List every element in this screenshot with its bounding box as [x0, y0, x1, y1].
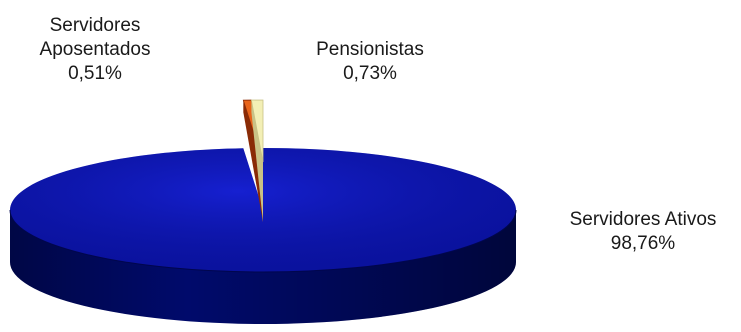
label-pensionistas: Pensionistas 0,73%: [290, 38, 450, 86]
slice-pensionistas-side: [251, 100, 263, 222]
label-pensionistas-name: Pensionistas: [316, 39, 424, 60]
pie-rim: [9, 209, 517, 273]
label-servidores-ativos-name: Servidores Ativos: [569, 209, 717, 230]
label-servidores-aposentados-value: 0,51%: [68, 63, 122, 84]
slice-pensionistas: [250, 99, 264, 163]
label-pensionistas-value: 0,73%: [343, 63, 397, 84]
slice-top-shading: [10, 148, 517, 272]
slice-servidores-aposentados-side: [243, 100, 263, 222]
label-servidores-ativos: Servidores Ativos 98,76%: [548, 208, 738, 256]
label-servidores-ativos-value: 98,76%: [610, 233, 676, 254]
label-servidores-aposentados-name-2: Aposentados: [39, 39, 151, 60]
label-servidores-aposentados-name-1: Servidores: [49, 15, 141, 36]
label-servidores-aposentados: Servidores Aposentados 0,51%: [10, 14, 180, 86]
slice-side-shading: [10, 210, 516, 324]
